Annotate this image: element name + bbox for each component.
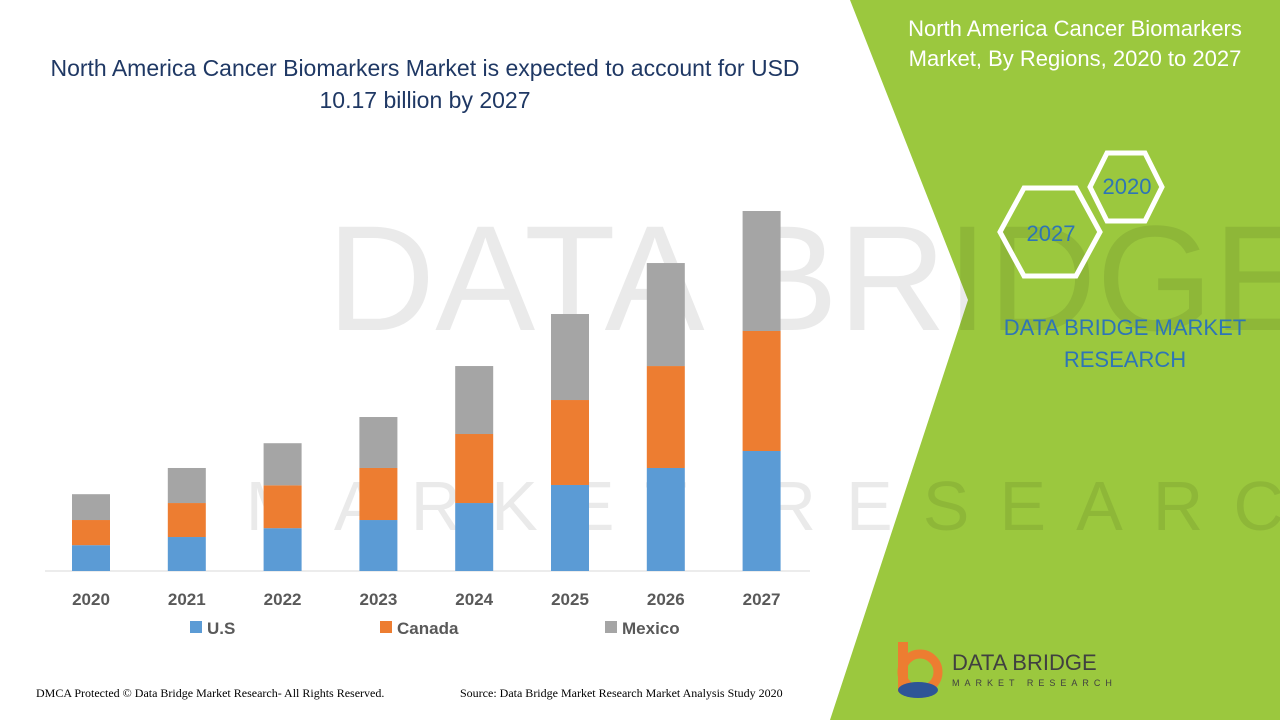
logo: DATA BRIDGE MARKET RESEARCH [897,642,1117,698]
x-tick-label: 2026 [647,590,685,609]
legend-label: U.S [207,619,235,638]
legend-swatch [190,621,202,633]
legend-label: Canada [397,619,459,638]
panel-brand: DATA BRIDGE MARKET RESEARCH [1003,315,1247,372]
bar-segment [167,467,206,504]
x-tick-label: 2021 [168,590,206,609]
hex-label: 2027 [1027,221,1076,246]
bar-segment [167,537,206,571]
logo-mark [898,682,938,698]
bar-segment [263,443,302,486]
bar-segment [263,485,302,529]
bar-segment [72,545,110,571]
panel-title: North America Cancer Biomarkers Market, … [908,16,1242,71]
bar-segment [742,451,781,571]
x-tick-label: 2020 [72,590,110,609]
bar-segment [455,366,494,435]
logo-tagline: MARKET RESEARCH [952,678,1117,688]
bar-segment [72,520,110,546]
x-tick-label: 2025 [551,590,589,609]
hexagon [997,185,1103,279]
x-tick-label: 2024 [455,590,493,609]
bar-segment [646,263,685,367]
legend-swatch [380,621,392,633]
bar-segment [359,417,398,468]
logo-name: DATA BRIDGE [952,650,1097,675]
footer-left: DMCA Protected © Data Bridge Market Rese… [36,686,385,700]
bar-segment [646,467,685,571]
footer-right: Source: Data Bridge Market Research Mark… [460,686,783,700]
bar-segment [742,331,781,451]
green-panel [830,0,1280,720]
chart-title: North America Cancer Biomarkers Market i… [50,55,800,113]
bar-segment [359,467,398,521]
bar-segment [646,366,685,468]
x-tick-label: 2027 [743,590,781,609]
hex-label: 2020 [1103,174,1152,199]
bar-segment [455,503,494,571]
bar-segment [742,211,781,331]
legend-swatch [605,621,617,633]
x-tick-label: 2022 [264,590,302,609]
x-tick-label: 2023 [359,590,397,609]
bar-segment [551,484,589,571]
bar-segment [72,494,110,521]
bar-segment [167,503,206,538]
bar-segment [359,520,398,571]
legend-label: Mexico [622,619,680,638]
bar-segment [551,314,589,401]
bar-segment [455,434,494,504]
bar-segment [551,400,589,485]
bar-segment [263,528,302,571]
hexagon [1087,150,1165,224]
